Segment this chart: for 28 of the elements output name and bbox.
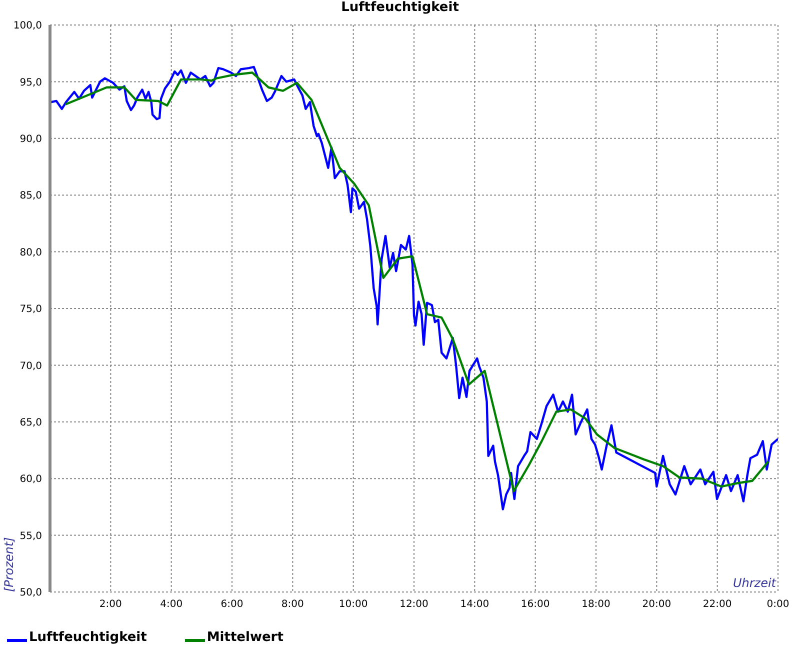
x-tick-label: 10:00	[338, 599, 368, 610]
x-tick-label: 6:00	[220, 599, 244, 610]
x-tick-label: 12:00	[400, 599, 428, 610]
x-tick-label: 18:00	[582, 599, 610, 610]
y-tick-label: 80,0	[20, 247, 42, 258]
y-tick-label: 85,0	[20, 190, 42, 202]
y-tick-label: 75,0	[20, 304, 42, 316]
y-axis-title: [Prozent]	[2, 536, 16, 592]
x-tick-label: 8:00	[281, 599, 304, 610]
y-tick-label: 90,0	[20, 134, 42, 145]
legend-label: Luftfeuchtigkeit	[29, 630, 147, 645]
x-tick-label: 20:00	[642, 599, 672, 610]
x-tick-label: 14:00	[460, 599, 490, 610]
x-tick-label: 16:00	[520, 599, 550, 610]
x-tick-label: 4:00	[160, 599, 183, 610]
x-tick-label: 0:00	[766, 599, 790, 610]
y-tick-label: 100,0	[13, 20, 42, 32]
y-tick-label: 95,0	[20, 77, 42, 88]
chart-title: Luftfeuchtigkeit	[340, 0, 460, 17]
x-tick-label: 2:00	[99, 599, 122, 610]
y-tick-label: 60,0	[20, 474, 42, 486]
y-tick-label: 70,0	[20, 360, 42, 372]
y-tick-label: 50,0	[20, 588, 42, 599]
x-tick-label: 22:00	[702, 599, 732, 610]
y-tick-label: 55,0	[20, 530, 42, 542]
legend-label: Mittelwert	[206, 630, 284, 645]
x-axis-title: Uhrzeit	[732, 576, 778, 590]
y-tick-label: 65,0	[20, 417, 42, 428]
